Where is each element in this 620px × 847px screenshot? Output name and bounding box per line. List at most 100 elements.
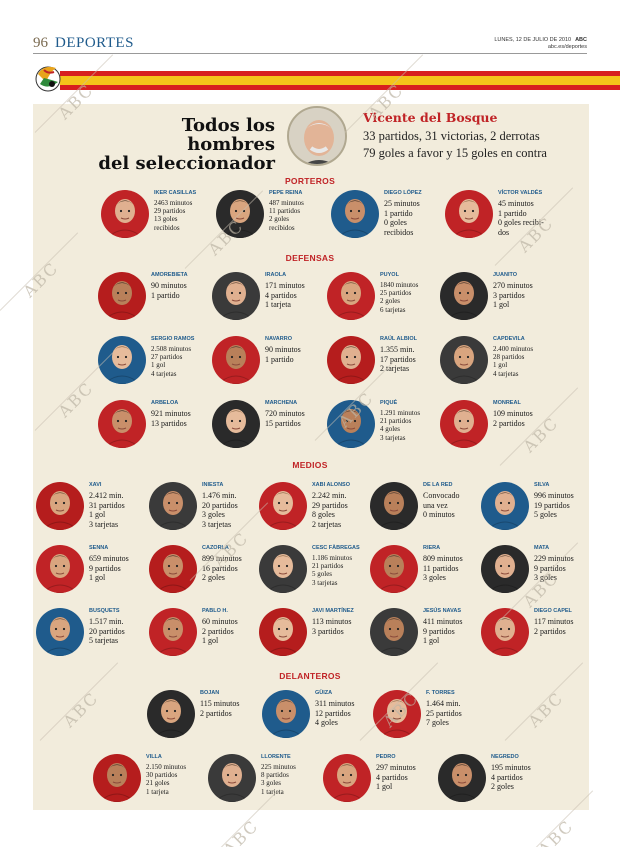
stat-line: 27 partidos [151,353,183,362]
player-name: JESÚS NAVAS [423,608,462,614]
player-photo [370,608,418,656]
headline-line-2: del seleccionador [98,153,275,174]
player-stats: 809 minutos 11 partidos 3 goles [423,554,463,583]
player-stats: 297 minutos 4 partidos 1 gol [376,763,416,792]
group-title-delanteros: DELANTEROS [279,671,341,681]
player-stats: 45 minutos 1 partido 0 goles recibi-dos [498,199,544,237]
player-name: PIQUÉ [380,400,398,406]
player-photo [481,608,529,656]
stat-line: 809 minutos [423,554,463,563]
stat-line: 2.150 minutos [146,763,187,771]
stat-line: 1.476 min. [202,491,237,500]
stat-line: 3 tarjetas [380,433,406,442]
stat-line: 1 gol [423,636,440,645]
player-stats: 195 minutos 4 partidos 2 goles [491,763,531,792]
player-photo [481,482,529,530]
player-photo [440,336,488,384]
stat-line: 21 partidos [312,562,344,571]
stat-line: 411 minutos [423,617,463,626]
stat-line: 4 partidos [265,290,297,300]
stat-line: 13 partidos [151,418,187,428]
player-photo [262,690,310,738]
stat-line: 311 minutos [315,699,355,708]
stat-line: 2.412 min. [89,491,124,500]
player-stats: 1.476 min. 20 partidos 3 goles 3 tarjetas [202,491,238,529]
player-photo [212,272,260,320]
stat-line: 3 goles [202,510,225,519]
abc-watermark: ABC [219,815,263,847]
stat-line: 8 goles [312,510,335,519]
player-name: PUYOL [380,272,399,278]
stat-line: 1 partido [151,290,180,300]
stat-line: 21 partidos [380,417,412,426]
player-stats: 90 minutos 1 partido [265,345,301,364]
player-photo [216,190,264,238]
player-photo [259,608,307,656]
stat-line: 16 partidos [202,563,238,573]
stat-line: 1 partido [498,208,527,218]
stat-line: 1 gol [89,573,106,582]
player-stats: 171 minutos 4 partidos 1 tarjeta [265,281,305,310]
stat-line: 60 minutos [202,617,238,626]
stat-line: 659 minutos [89,554,129,563]
stat-line: 2 goles [269,215,290,224]
stat-line: una vez [423,500,448,510]
section-title: DEPORTES [55,35,134,51]
stat-line: 3 tarjetas [89,519,119,529]
player-photo [98,272,146,320]
spain-flag-band [60,71,620,91]
player-photo [259,545,307,593]
group-title-medios: MEDIOS [292,460,328,470]
stat-line: 29 partidos [154,207,186,216]
stat-line: 0 minutos [423,510,455,519]
player-photo [331,190,379,238]
stat-line: 996 minutos [534,491,574,500]
paper-name: ABC [575,37,587,43]
player-photo [149,608,197,656]
stat-line: 7 goles [426,718,449,727]
stat-line: 1.355 min. [380,345,415,354]
player-stats: 113 minutos 3 partidos [312,617,351,636]
header-rule [33,53,587,54]
stat-line: 4 goles [315,718,338,727]
dateline: LUNES, 12 DE JULIO DE 2010 ABC abc.es/dep… [494,37,587,51]
stat-line: 9 partidos [423,626,455,636]
stat-line: 4 partidos [376,772,408,782]
stat-line: 109 minutos [493,409,533,418]
player-photo [36,608,84,656]
world-cup-logo-icon [35,66,61,92]
stat-line: 2 partidos [200,708,232,718]
player-photo [149,482,197,530]
stat-line: 115 minutos [200,699,240,708]
player-stats: 229 minutos 9 partidos 3 goles [534,554,574,583]
stat-line: 1 gol [202,636,219,645]
player-photo [212,336,260,384]
coach-record: 33 partidos, 31 victorias, 2 derrotas [363,129,540,143]
player-name: MARCHENA [265,400,298,406]
stat-line: 5 goles [312,570,333,579]
player-photo [323,754,371,802]
stat-line: 2.400 minutos [493,345,534,353]
stat-line: 1.464 min. [426,699,461,708]
player-photo [370,545,418,593]
player-name: XABI ALONSO [312,482,350,488]
stat-line: 90 minutos [151,281,187,290]
headline-line-1: Todos los hombres [181,115,275,155]
group-title-defensas: DEFENSAS [285,253,335,263]
stat-line: 195 minutos [491,763,531,772]
stat-line: 2 tarjetas [380,364,410,373]
player-name: DE LA RED [423,482,453,488]
player-photo [370,482,418,530]
player-name: NEGREDO [491,754,519,760]
abc-watermark: ABC [534,815,578,847]
stat-line: 1 gol [89,510,106,519]
player-name: MONREAL [493,400,521,406]
stat-line: 21 goles [146,779,170,788]
player-photo [212,400,260,448]
player-stats: 2.508 minutos 27 partidos 1 gol 4 tarjetas [151,345,191,378]
player-stats: 1840 minutos 25 partidos 2 goles 6 tarjetas [380,281,418,314]
player-name: INIESTA [202,482,224,488]
player-stats: 487 minutos 11 partidos 2 goles recibidos [269,199,304,232]
player-stats: 2.150 minutos 30 partidos 21 goles 1 tarjet… [146,763,186,796]
stat-line: 3 partidos [493,290,525,300]
